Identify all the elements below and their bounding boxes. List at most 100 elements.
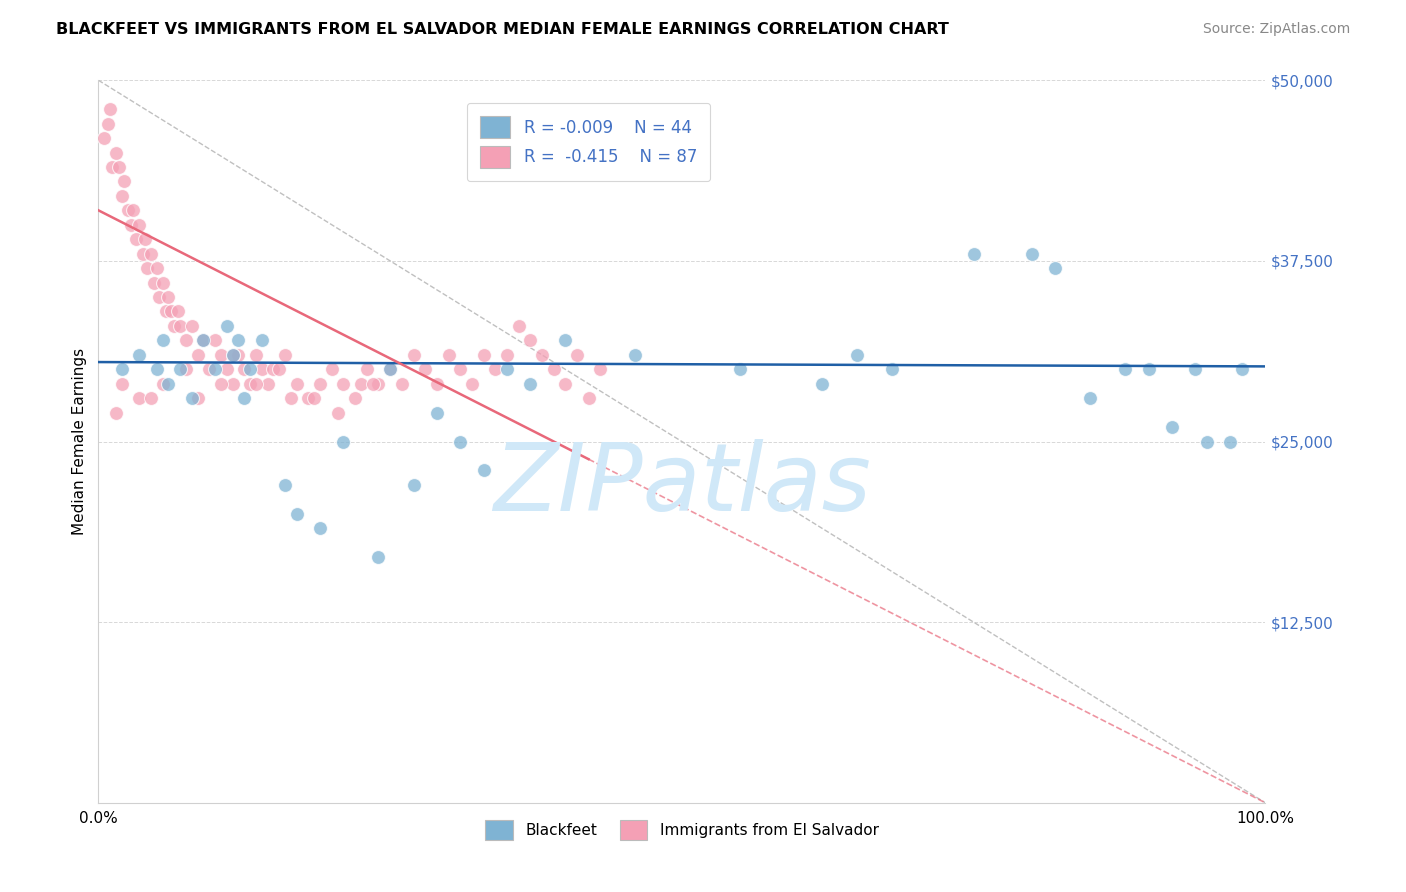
Point [108, 160, 131, 174]
Legend: Blackfeet, Immigrants from El Salvador: Blackfeet, Immigrants from El Salvador [479, 814, 884, 846]
Point [508, 318, 530, 333]
Point [811, 376, 834, 391]
Point [1161, 420, 1184, 434]
Point [269, 362, 291, 376]
Point [157, 290, 180, 304]
Point [143, 276, 166, 290]
Point [472, 463, 495, 477]
Text: ZIPatlas: ZIPatlas [494, 440, 870, 531]
Point [285, 376, 308, 391]
Point [519, 376, 541, 391]
Point [543, 362, 565, 376]
Point [962, 246, 984, 260]
Point [139, 246, 162, 260]
Point [262, 362, 284, 376]
Point [174, 334, 197, 348]
Point [484, 362, 506, 376]
Point [152, 376, 174, 391]
Point [496, 362, 519, 376]
Point [122, 203, 145, 218]
Point [624, 348, 647, 362]
Point [148, 290, 170, 304]
Point [321, 362, 343, 376]
Point [449, 362, 471, 376]
Point [204, 362, 226, 376]
Point [519, 334, 541, 348]
Point [367, 550, 389, 565]
Point [193, 334, 215, 348]
Point [112, 174, 135, 188]
Point [157, 376, 180, 391]
Point [1114, 362, 1136, 376]
Point [132, 246, 155, 260]
Point [169, 362, 191, 376]
Point [426, 376, 449, 391]
Point [578, 391, 600, 405]
Point [98, 102, 121, 116]
Point [880, 362, 903, 376]
Point [111, 362, 134, 376]
Point [332, 376, 354, 391]
Point [120, 218, 142, 232]
Point [380, 362, 402, 376]
Point [250, 334, 273, 348]
Point [117, 203, 139, 218]
Point [215, 318, 238, 333]
Point [209, 376, 232, 391]
Point [134, 232, 156, 246]
Point [496, 348, 519, 362]
Point [554, 376, 576, 391]
Point [350, 376, 373, 391]
Text: BLACKFEET VS IMMIGRANTS FROM EL SALVADOR MEDIAN FEMALE EARNINGS CORRELATION CHAR: BLACKFEET VS IMMIGRANTS FROM EL SALVADOR… [56, 22, 949, 37]
Point [228, 334, 250, 348]
Point [146, 261, 169, 276]
Point [449, 434, 471, 449]
Point [146, 362, 169, 376]
Point [209, 348, 232, 362]
Point [166, 304, 188, 318]
Point [228, 348, 250, 362]
Point [139, 391, 162, 405]
Point [426, 406, 449, 420]
Point [104, 145, 127, 160]
Point [180, 318, 202, 333]
Point [332, 434, 354, 449]
Point [97, 117, 120, 131]
Point [128, 391, 150, 405]
Point [280, 391, 302, 405]
Point [846, 348, 869, 362]
Point [174, 362, 197, 376]
Point [233, 362, 256, 376]
Point [198, 362, 221, 376]
Point [193, 334, 215, 348]
Point [221, 348, 243, 362]
Point [101, 160, 124, 174]
Point [402, 478, 425, 492]
Point [304, 391, 326, 405]
Point [297, 391, 319, 405]
Point [187, 391, 209, 405]
Y-axis label: Median Female Earnings: Median Female Earnings [72, 348, 87, 535]
Point [1045, 261, 1067, 276]
Point [1219, 434, 1241, 449]
Point [402, 348, 425, 362]
Point [221, 376, 243, 391]
Point [204, 334, 226, 348]
Point [245, 348, 267, 362]
Point [239, 362, 262, 376]
Point [361, 376, 384, 391]
Point [326, 406, 349, 420]
Point [730, 362, 752, 376]
Point [413, 362, 436, 376]
Point [239, 376, 262, 391]
Point [128, 348, 150, 362]
Point [1021, 246, 1043, 260]
Point [472, 348, 495, 362]
Point [256, 376, 278, 391]
Point [221, 348, 243, 362]
Point [111, 189, 134, 203]
Point [250, 362, 273, 376]
Point [1197, 434, 1219, 449]
Point [554, 334, 576, 348]
Point [1230, 362, 1253, 376]
